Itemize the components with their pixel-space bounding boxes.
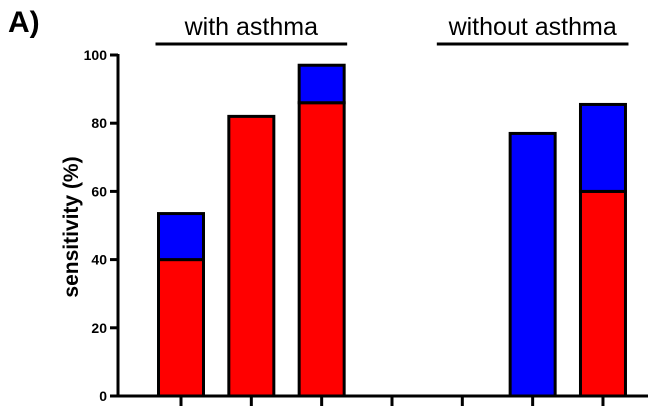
y-axis-label: sensitivity (%) (60, 156, 83, 297)
y-tick-label: 100 (84, 47, 108, 63)
y-axis: 0 20 40 60 80 100 (84, 47, 120, 404)
group-label: without asthma (448, 13, 617, 41)
y-tick-label: 60 (91, 183, 107, 199)
bars (157, 63, 627, 398)
bar-segment-red (297, 101, 346, 398)
x-axis (116, 394, 648, 406)
bar-segment-red (157, 258, 205, 398)
group-label: with asthma (184, 13, 318, 41)
y-tick-label: 20 (91, 320, 107, 336)
bar-segment-blue (157, 212, 205, 262)
y-tick-label: 40 (91, 252, 107, 268)
bar-segment-blue (508, 131, 557, 398)
y-tick-label: 0 (99, 388, 107, 404)
panel-label: A) (8, 6, 40, 39)
y-tick-label: 80 (91, 115, 107, 131)
group-labels: with asthma without asthma (155, 13, 629, 46)
bar-segment-blue (578, 102, 627, 193)
bar-segment-red (227, 114, 276, 398)
bar-segment-blue (297, 63, 346, 105)
bar-segment-red (578, 189, 627, 398)
